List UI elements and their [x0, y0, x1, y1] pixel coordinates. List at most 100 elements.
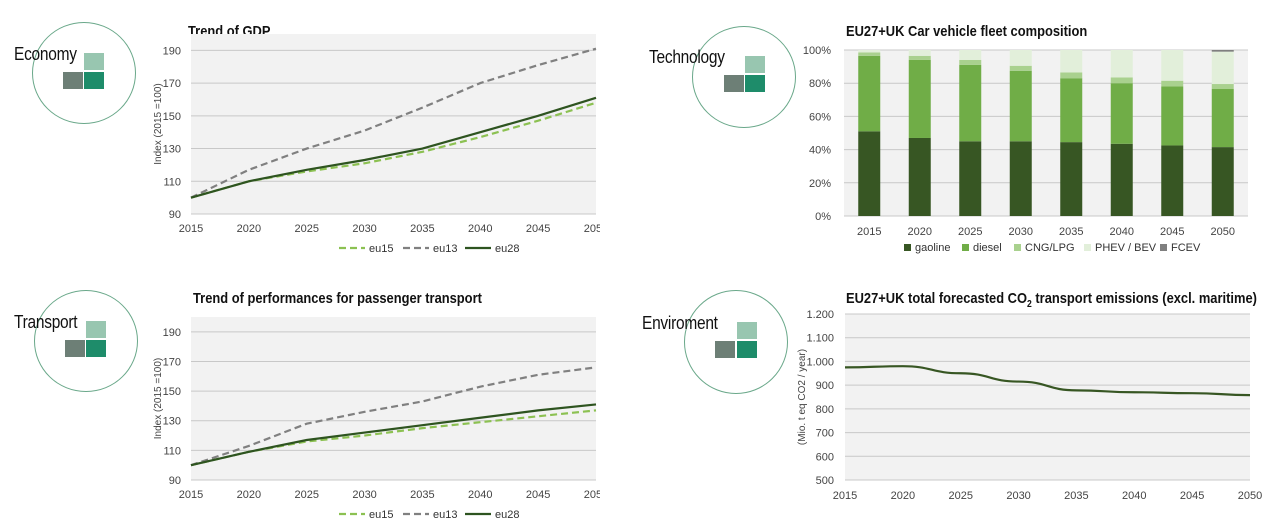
y-tick-label: 500 [816, 475, 834, 487]
legend-label: gaoline [915, 242, 950, 254]
bar-segment [1211, 50, 1234, 52]
x-tick-label: 2030 [1006, 490, 1030, 502]
bar-segment [959, 59, 982, 65]
x-tick-label: 2035 [1064, 490, 1088, 502]
bar-segment [1161, 80, 1184, 87]
series-line-eu28 [190, 96, 597, 199]
legend-swatch [904, 244, 911, 251]
y-tick-label: 90 [169, 475, 181, 487]
bar-segment [908, 55, 931, 60]
bar-segment [1060, 72, 1083, 79]
x-tick-label: 2025 [948, 490, 972, 502]
bar-segment [959, 50, 982, 60]
economy-label: Economy [14, 44, 77, 64]
legend-label: CNG/LPG [1025, 242, 1075, 254]
y-tick-label: 40% [809, 145, 831, 157]
x-tick-label: 2030 [1009, 226, 1033, 238]
x-tick-label: 2025 [958, 226, 982, 238]
x-tick-label: 2030 [352, 223, 376, 235]
bar-segment [1060, 50, 1083, 73]
y-tick-label: 700 [816, 428, 834, 440]
y-axis-label: Index (2015 =100) [153, 83, 164, 164]
x-tick-label: 2020 [237, 223, 261, 235]
legend-label: eu28 [495, 243, 519, 255]
bar-segment [1009, 50, 1032, 66]
bar-segment [908, 137, 931, 216]
fleet-chart-title: EU27+UK Car vehicle fleet composition [846, 23, 1088, 40]
bar-segment [1110, 77, 1133, 84]
x-tick-label: 2045 [1160, 226, 1184, 238]
co2-chart-title: EU27+UK total forecasted CO2 transport e… [846, 290, 1257, 310]
series-line-co2 [844, 365, 1251, 397]
bar-segment [908, 50, 931, 56]
x-tick-label: 2045 [526, 223, 550, 235]
x-tick-label: 2025 [294, 489, 318, 501]
series-line-eu13 [190, 366, 597, 467]
bar-segment [858, 131, 881, 216]
bar-segment [858, 52, 881, 56]
y-tick-label: 150 [163, 111, 181, 123]
legend-label: PHEV / BEV [1095, 242, 1157, 254]
bar-segment [959, 141, 982, 216]
legend-label: eu28 [495, 509, 519, 521]
bar-segment [1161, 50, 1184, 81]
x-tick-label: 2045 [1180, 490, 1204, 502]
plot-area [191, 34, 596, 214]
y-tick-label: 110 [163, 176, 181, 188]
x-tick-label: 2035 [410, 223, 434, 235]
x-tick-label: 2015 [833, 490, 857, 502]
x-tick-label: 2035 [410, 489, 434, 501]
y-tick-label: 110 [163, 445, 181, 457]
bar-segment [1060, 78, 1083, 143]
legend-label: eu15 [369, 509, 393, 521]
y-tick-label: 1.000 [806, 356, 834, 368]
legend-swatch [1014, 244, 1021, 251]
bar-segment [908, 59, 931, 138]
x-tick-label: 2035 [1059, 226, 1083, 238]
y-tick-label: 190 [163, 327, 181, 339]
legend-label: FCEV [1171, 242, 1201, 254]
x-tick-label: 2040 [1122, 490, 1146, 502]
x-tick-label: 2040 [468, 489, 492, 501]
y-tick-label: 150 [163, 386, 181, 398]
x-tick-label: 2040 [1110, 226, 1134, 238]
y-tick-label: 170 [163, 78, 181, 90]
bar-segment [1211, 84, 1234, 90]
y-tick-label: 900 [816, 380, 834, 392]
bar-segment [1009, 70, 1032, 142]
plot-area [845, 314, 1250, 480]
gdp-chart: 90 110 130 150 170 190 2015 2020 2025 2030 2035 204… [153, 34, 600, 255]
x-tick-label: 2030 [352, 489, 376, 501]
bar-segment [1009, 65, 1032, 71]
bar-segment [1211, 51, 1234, 85]
bar-segment [1110, 83, 1133, 144]
y-axis-label: (Mio. t eq CO2 / year) [797, 349, 808, 445]
bar-segment [1161, 145, 1184, 216]
environment-label: Enviroment [642, 313, 718, 333]
x-tick-label: 2050 [584, 489, 600, 501]
co2-chart: 500 600 700 800 900 1.000 1.100 1.200 2015 2020 20… [797, 309, 1262, 502]
bar-segment [1110, 50, 1133, 78]
plot-area [191, 317, 596, 480]
y-axis-label: Index (2015 =100) [153, 358, 164, 439]
y-tick-label: 100% [803, 45, 831, 57]
series-line-eu28 [190, 403, 597, 467]
bar-segment [1110, 143, 1133, 216]
y-tick-label: 170 [163, 356, 181, 368]
x-tick-label: 2015 [179, 223, 203, 235]
bar-segment [858, 50, 881, 53]
x-tick-label: 2045 [526, 489, 550, 501]
transport-chart: 90 110 130 150 170 190 2015 2020 2025 2030 2035 204… [153, 317, 600, 521]
plot-area [844, 50, 1248, 216]
y-tick-label: 1.100 [806, 333, 834, 345]
technology-label: Technology [649, 47, 725, 67]
y-tick-label: 1.200 [806, 309, 834, 321]
y-tick-label: 130 [163, 416, 181, 428]
legend-label: eu13 [433, 509, 457, 521]
y-tick-label: 20% [809, 178, 831, 190]
y-tick-label: 60% [809, 111, 831, 123]
transport-chart-title: Trend of performances for passenger tran… [193, 290, 482, 307]
y-tick-label: 80% [809, 78, 831, 90]
environment-badge [684, 290, 788, 394]
fleet-chart: 0% 20% 40% 60% 80% 100% 2015 2020 2025 2030 2035 20… [803, 45, 1248, 254]
